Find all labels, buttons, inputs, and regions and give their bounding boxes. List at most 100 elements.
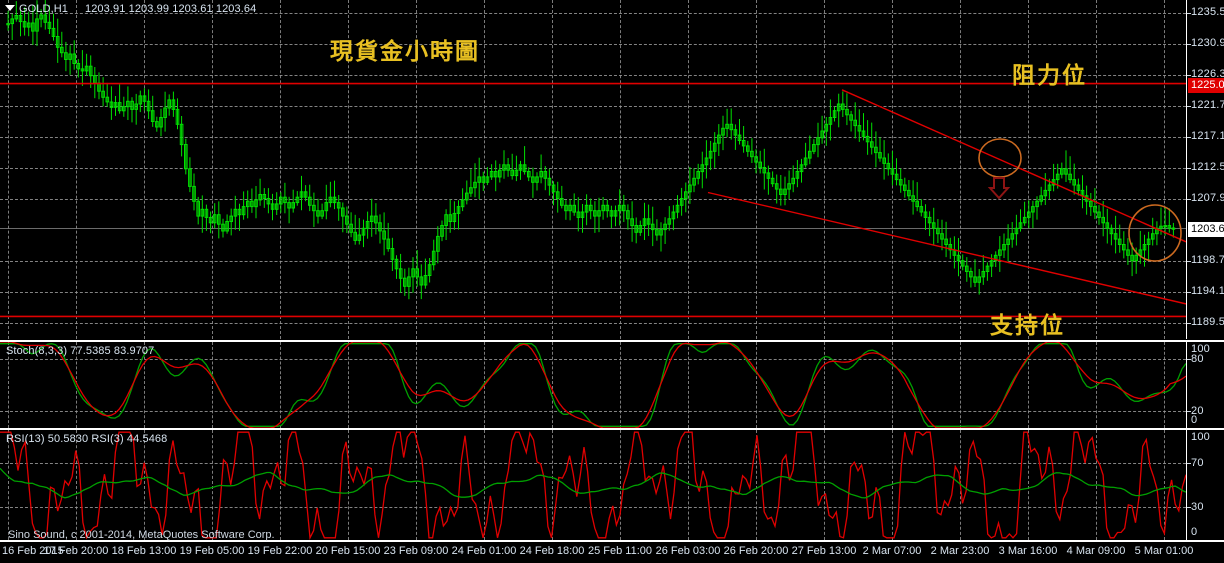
vertical-gridline xyxy=(416,342,417,428)
stochastic-plot-area[interactable] xyxy=(0,342,1186,428)
price-tick-label: 1217.10 xyxy=(1191,130,1224,142)
price-tick-mark xyxy=(1187,292,1191,293)
time-tick-label: 26 Feb 03:00 xyxy=(655,545,721,557)
vertical-gridline xyxy=(688,342,689,428)
time-tick-label: 26 Feb 20:00 xyxy=(723,545,789,557)
indicator-tick-label: 20 xyxy=(1191,405,1204,417)
ohlc-quote-label: 1203.91 1203.99 1203.61 1203.64 xyxy=(85,3,257,15)
price-tick-label: 1235.50 xyxy=(1191,6,1224,18)
price-tick-mark xyxy=(1187,199,1191,200)
horizontal-gridline xyxy=(0,323,1186,324)
chart-title-annotation: 現貨金小時圖 xyxy=(330,39,480,65)
vertical-gridline xyxy=(76,342,77,428)
stochastic-panel[interactable]: 100 80 20 0 xyxy=(0,341,1224,429)
indicator-level-line xyxy=(0,463,1186,464)
vertical-gridline xyxy=(620,342,621,428)
stochastic-label: Stoch(8,3,3) 77.5385 83.9707 xyxy=(6,345,155,357)
vertical-gridline xyxy=(212,0,213,339)
indicator-tick-mark xyxy=(1187,507,1191,508)
vertical-gridline xyxy=(892,342,893,428)
rsi-panel[interactable]: 100 70 30 0 xyxy=(0,429,1224,541)
vertical-gridline xyxy=(348,0,349,339)
indicator-tick-label: 0 xyxy=(1191,526,1198,538)
time-tick-label: 27 Feb 13:00 xyxy=(791,545,857,557)
vertical-gridline xyxy=(756,342,757,428)
horizontal-gridline xyxy=(0,168,1186,169)
vertical-gridline xyxy=(76,0,77,339)
price-scale-axis[interactable]: 1235.50 1230.90 1226.30 1221.70 1217.10 1212.… xyxy=(1186,0,1224,339)
vertical-gridline xyxy=(144,0,145,339)
vertical-gridline xyxy=(1028,342,1029,428)
price-tick-mark xyxy=(1187,13,1191,14)
time-tick-label: 24 Feb 01:00 xyxy=(451,545,517,557)
price-tick-mark xyxy=(1187,261,1191,262)
indicator-tick-label: 100 xyxy=(1191,431,1210,443)
horizontal-gridline xyxy=(0,199,1186,200)
time-tick-label: 19 Feb 22:00 xyxy=(247,545,313,557)
time-axis[interactable]: 16 Feb 2015 17 Feb 20:00 18 Feb 13:00 19 Fe… xyxy=(0,541,1224,563)
indicator-level-line xyxy=(0,507,1186,508)
price-tick-mark xyxy=(1187,168,1191,169)
vertical-gridline xyxy=(552,0,553,339)
indicator-tick-label: 80 xyxy=(1191,353,1204,365)
price-chart-panel[interactable]: 1235.50 1230.90 1226.30 1221.70 1217.10 1212.… xyxy=(0,0,1224,341)
rsi-label: RSI(13) 50.5830 RSI(3) 44.5468 xyxy=(6,433,168,445)
stochastic-scale-axis[interactable]: 100 80 20 0 xyxy=(1186,342,1224,428)
time-tick-label: 17 Feb 20:00 xyxy=(43,545,109,557)
time-tick-label: 2 Mar 07:00 xyxy=(862,545,922,557)
price-tick-label: 1221.70 xyxy=(1191,99,1224,111)
time-tick-label: 24 Feb 18:00 xyxy=(519,545,585,557)
time-tick-label: 4 Mar 09:00 xyxy=(1066,545,1126,557)
vertical-gridline xyxy=(824,342,825,428)
vertical-gridline xyxy=(1096,0,1097,339)
triangle-down-icon[interactable] xyxy=(5,5,15,11)
horizontal-gridline xyxy=(0,292,1186,293)
price-tick-mark xyxy=(1187,106,1191,107)
vertical-gridline xyxy=(212,342,213,428)
vertical-gridline xyxy=(960,342,961,428)
vertical-gridline xyxy=(484,0,485,339)
vertical-gridline xyxy=(144,342,145,428)
time-tick-label: 16 Feb 2015 xyxy=(2,545,64,557)
vertical-gridline xyxy=(1028,430,1029,540)
horizontal-gridline xyxy=(0,44,1186,45)
vertical-gridline xyxy=(280,342,281,428)
current-price-tag[interactable]: 1203.64 xyxy=(1188,222,1224,237)
price-tick-mark xyxy=(1187,44,1191,45)
copyright-label: Sino Sound, c 2001-2014, MetaQuotes Soft… xyxy=(8,529,275,541)
indicator-level-line xyxy=(0,359,1186,360)
price-tick-mark xyxy=(1187,323,1191,324)
horizontal-gridline xyxy=(0,75,1186,76)
horizontal-gridline xyxy=(0,13,1186,14)
vertical-gridline xyxy=(348,430,349,540)
time-tick-label: 5 Mar 01:00 xyxy=(1134,545,1194,557)
price-tick-label: 1194.10 xyxy=(1191,285,1224,297)
vertical-gridline xyxy=(484,430,485,540)
indicator-tick-mark xyxy=(1187,359,1191,360)
time-tick-label: 25 Feb 11:00 xyxy=(587,545,653,557)
price-tick-mark xyxy=(1187,137,1191,138)
indicator-tick-label: 70 xyxy=(1191,457,1204,469)
indicator-tick-mark xyxy=(1187,411,1191,412)
horizontal-gridline xyxy=(0,106,1186,107)
vertical-gridline xyxy=(824,0,825,339)
indicator-tick-label: 30 xyxy=(1191,501,1204,513)
vertical-gridline xyxy=(756,430,757,540)
vertical-gridline xyxy=(8,342,9,428)
current-price-gridline xyxy=(0,228,1186,229)
rsi-plot-area[interactable] xyxy=(0,430,1186,540)
indicator-tick-mark xyxy=(1187,463,1191,464)
alert-price-tag[interactable]: 1225.02 xyxy=(1188,78,1224,93)
support-annotation: 支持位 xyxy=(990,313,1065,339)
vertical-gridline xyxy=(824,430,825,540)
vertical-gridline xyxy=(688,0,689,339)
price-tick-label: 1198.70 xyxy=(1191,254,1224,266)
vertical-gridline xyxy=(348,342,349,428)
rsi-scale-axis[interactable]: 100 70 30 0 xyxy=(1186,430,1224,540)
vertical-gridline xyxy=(8,430,9,540)
vertical-gridline xyxy=(8,0,9,339)
price-plot-area[interactable] xyxy=(0,0,1186,339)
vertical-gridline xyxy=(960,0,961,339)
price-tick-label: 1230.90 xyxy=(1191,37,1224,49)
time-tick-label: 20 Feb 15:00 xyxy=(315,545,381,557)
